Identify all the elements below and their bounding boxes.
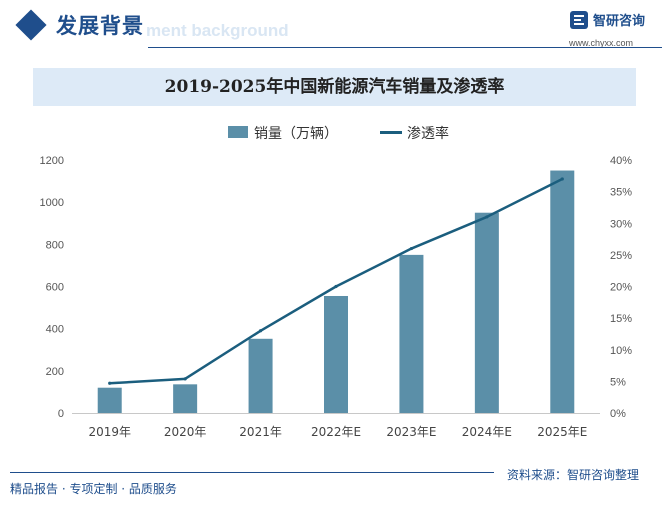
logo-url: www.chyxx.com xyxy=(569,38,634,48)
bar-sales xyxy=(474,212,499,413)
legend-label-penetration: 渗透率 xyxy=(407,126,449,142)
chart-title-bar: 2019-2025年中国新能源汽车销量及渗透率 xyxy=(33,68,636,106)
bar-sales xyxy=(550,170,575,413)
x-tick-label: 2022年E xyxy=(311,425,361,439)
x-tick-label: 2023年E xyxy=(386,425,436,439)
page-title: 发展背景 xyxy=(56,14,144,38)
x-tick-label: 2020年 xyxy=(164,425,207,439)
point-penetration xyxy=(334,284,338,289)
y-right-tick-label: 25% xyxy=(610,250,632,262)
point-penetration xyxy=(485,215,489,219)
legend-swatch-penetration xyxy=(380,131,402,134)
logo-name: 智研咨询 xyxy=(593,14,646,29)
header-divider xyxy=(148,47,662,48)
y-right-tick-label: 35% xyxy=(610,187,632,199)
bar-sales xyxy=(97,387,122,413)
legend-swatch-sales xyxy=(228,126,248,138)
x-tick-label: 2019年 xyxy=(88,425,131,439)
y-right-tick-label: 30% xyxy=(610,218,632,230)
header-ghost-text: ment background xyxy=(146,21,289,40)
point-penetration xyxy=(108,381,112,385)
point-penetration xyxy=(258,329,263,333)
y-left-tick-label: 200 xyxy=(46,366,64,378)
footer-tagline: 精品报告 · 专项定制 · 品质服务 xyxy=(10,482,177,496)
y-right-tick-label: 20% xyxy=(610,282,632,294)
chart-legend: 销量（万辆） 渗透率 xyxy=(0,122,667,142)
point-penetration xyxy=(409,246,414,251)
y-left-tick-label: 0 xyxy=(58,408,64,420)
footer-divider xyxy=(10,472,494,473)
x-tick-label: 2021年 xyxy=(239,425,282,439)
bar-sales xyxy=(173,384,198,413)
y-right-tick-label: 10% xyxy=(610,345,632,357)
y-left-tick-label: 1000 xyxy=(40,197,64,209)
data-source: 资料来源：智研咨询整理 xyxy=(507,468,640,482)
bar-sales xyxy=(324,295,348,413)
y-right-tick-label: 5% xyxy=(610,376,626,388)
point-penetration xyxy=(183,377,187,381)
point-penetration xyxy=(560,177,564,181)
y-left-tick-label: 600 xyxy=(46,282,64,294)
y-left-tick-label: 400 xyxy=(46,324,64,336)
chart-title: 2019-2025年中国新能源汽车销量及渗透率 xyxy=(164,77,505,97)
zhiyan-logo-icon xyxy=(570,11,588,29)
x-tick-label: 2024年E xyxy=(462,425,512,439)
bar-sales xyxy=(399,254,424,413)
legend-label-sales: 销量（万辆） xyxy=(254,126,338,142)
y-left-tick-label: 800 xyxy=(46,239,64,251)
y-right-tick-label: 40% xyxy=(610,155,632,167)
x-tick-label: 2025年E xyxy=(537,425,587,439)
brand-logo: 智研咨询 www.chyxx.com xyxy=(569,8,657,52)
y-left-tick-label: 1200 xyxy=(40,155,64,167)
y-right-tick-label: 15% xyxy=(610,313,632,325)
y-right-tick-label: 0% xyxy=(610,408,626,420)
bar-sales xyxy=(248,338,273,413)
